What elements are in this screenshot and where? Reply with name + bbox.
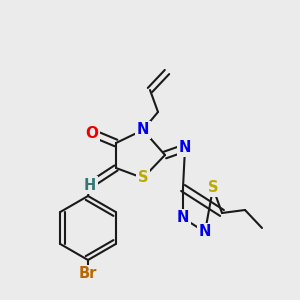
Text: N: N — [179, 140, 191, 155]
Text: N: N — [137, 122, 149, 137]
Text: H: H — [84, 178, 96, 193]
Text: S: S — [208, 181, 218, 196]
Text: S: S — [138, 170, 148, 185]
Text: O: O — [85, 125, 98, 140]
Text: Br: Br — [79, 266, 97, 281]
Text: N: N — [199, 224, 211, 239]
Text: N: N — [177, 211, 189, 226]
